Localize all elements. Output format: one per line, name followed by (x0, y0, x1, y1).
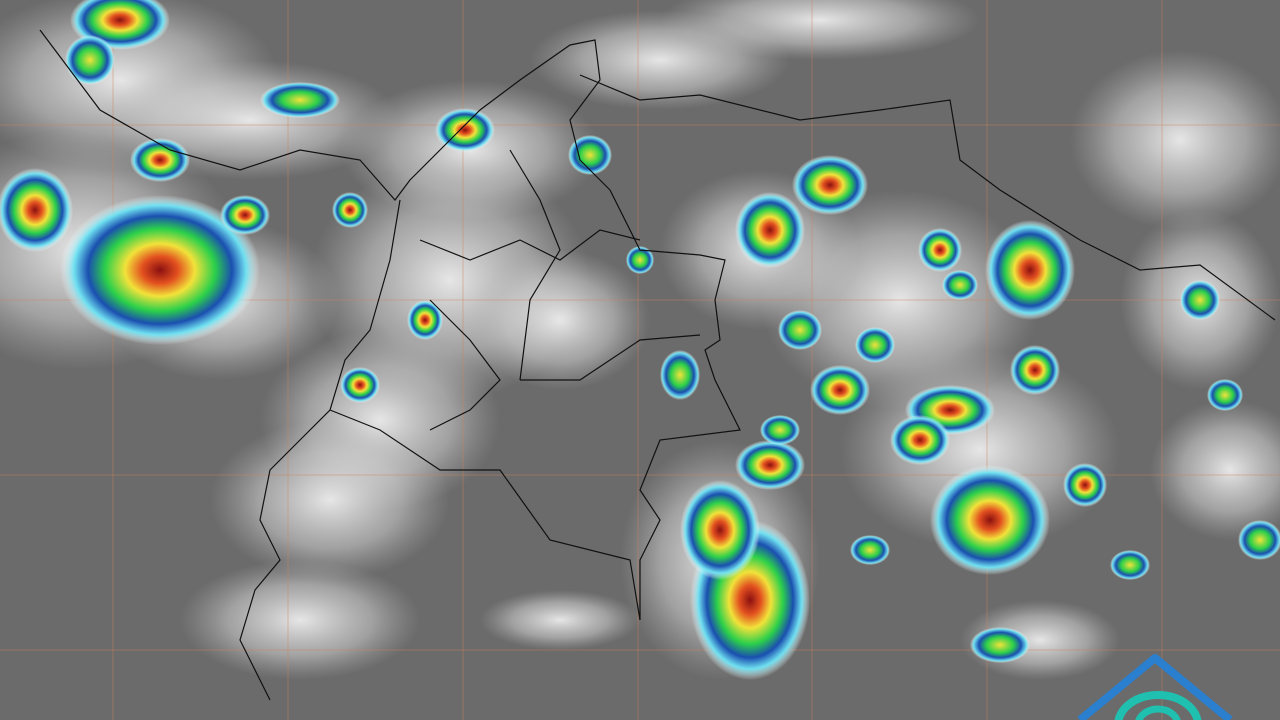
storm-cell (1238, 520, 1280, 560)
storm-cell (130, 138, 190, 182)
storm-cell (1180, 280, 1220, 320)
border-line (419, 229, 641, 261)
storm-cell (985, 220, 1075, 320)
storm-cell (1207, 379, 1243, 411)
storm-cell (1010, 345, 1060, 395)
storm-cell (1110, 550, 1150, 580)
border-line (520, 334, 701, 381)
storm-cells (0, 0, 1280, 680)
storm-cell (918, 228, 962, 272)
storm-cell (65, 35, 115, 85)
storm-cell (735, 192, 805, 268)
storm-cell (568, 135, 612, 175)
border-line (239, 199, 401, 701)
cloud (470, 250, 650, 390)
cloud (1070, 50, 1280, 230)
storm-cell (1063, 463, 1107, 507)
border-line (509, 149, 561, 381)
house-wave-logo-icon (1077, 654, 1233, 720)
storm-cell (850, 535, 890, 565)
storm-cell (340, 367, 380, 403)
cloud-layer (0, 0, 1280, 680)
storm-cell (890, 415, 950, 465)
storm-cell (855, 327, 895, 363)
storm-cell (435, 108, 495, 152)
storm-cell (778, 310, 822, 350)
cloud (480, 590, 640, 650)
cloud (210, 420, 450, 580)
border-line (429, 299, 501, 431)
cloud (660, 0, 980, 60)
border-line (39, 29, 611, 201)
storm-cell (0, 168, 73, 252)
storm-cell (680, 480, 760, 580)
storm-cell (626, 246, 654, 274)
storm-cell (660, 350, 700, 400)
border-line (329, 409, 641, 621)
storm-cell (930, 465, 1050, 575)
storm-cell (260, 82, 340, 118)
country-borders (39, 29, 1276, 701)
border-line (579, 74, 1276, 321)
storm-cell (407, 300, 443, 340)
storm-cell (332, 192, 368, 228)
border-line (609, 189, 741, 620)
storm-cell (60, 195, 260, 345)
storm-cell (792, 155, 868, 215)
cloud (1150, 400, 1280, 540)
storm-cell (810, 365, 870, 415)
storm-cell (735, 440, 805, 490)
storm-cell (760, 415, 800, 445)
storm-cell (942, 270, 978, 300)
cloud (180, 560, 420, 680)
storm-cell (220, 195, 270, 235)
storm-cell (970, 627, 1030, 663)
